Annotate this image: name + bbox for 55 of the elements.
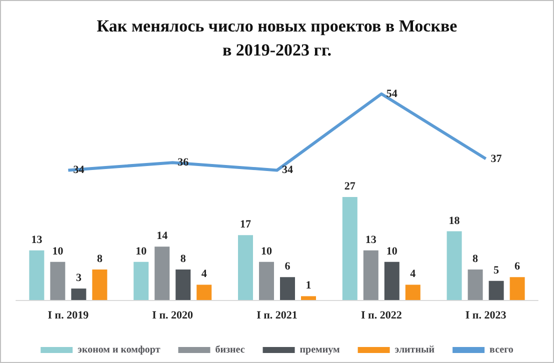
bar [259,262,274,300]
bar [92,269,108,300]
bar [71,288,86,300]
legend-label: элитный [394,344,435,356]
legend-label: премиум [300,344,340,356]
bar [280,277,295,300]
data-label: 10 [52,245,64,258]
data-label: 36 [178,156,190,169]
chart-title: Как менялось число новых проектов в Москве в 2019-2023 гг. [96,16,458,60]
bar [154,246,170,300]
data-label: 27 [344,180,356,192]
data-label: 13 [31,234,43,246]
bar [446,231,462,300]
data-label: 37 [490,152,502,165]
data-label: 4 [410,268,416,280]
data-label: 18 [448,214,460,227]
data-label: 6 [514,260,521,273]
bar [468,269,483,300]
data-label: 17 [240,218,252,231]
bar [176,269,191,300]
data-label: 8 [180,252,186,265]
x-tick-label: I п. 2022 [360,310,402,322]
data-label: 5 [494,264,500,276]
bar [510,277,525,300]
x-tick-label: I п. 2023 [465,310,507,322]
bar [488,280,504,300]
bar [384,262,400,300]
bar [238,235,253,300]
legend-label: эконом и комфорт [78,344,160,356]
bar [196,284,212,300]
data-label: 10 [386,245,398,258]
bar [50,262,66,300]
data-label: 4 [201,268,208,280]
data-label: 10 [261,245,272,258]
data-label: 1 [306,280,312,292]
bar [301,296,316,300]
data-label: 10 [136,245,148,258]
x-tick-label: I п. 2019 [48,310,90,322]
x-tick-label: I п. 2020 [152,310,194,322]
bar [363,250,378,300]
data-label: 6 [284,260,291,273]
data-label: 54 [386,88,398,100]
data-label: 14 [156,230,168,242]
data-label: 34 [282,164,294,176]
x-tick-label: I п. 2021 [256,310,298,322]
data-label: 8 [96,252,103,265]
legend-label: всего [490,344,514,356]
data-label: 13 [365,234,377,246]
bar [342,196,358,300]
legend-label: бизнес [215,344,246,356]
bar [29,250,44,300]
bar [405,284,420,300]
data-label: 3 [76,272,82,284]
bar [134,262,149,300]
data-label: 8 [472,252,479,265]
